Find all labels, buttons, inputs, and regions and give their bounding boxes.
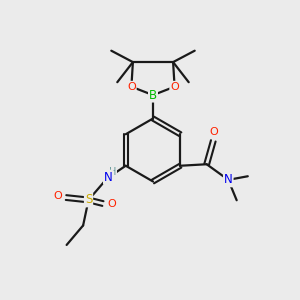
Text: B: B	[149, 88, 157, 102]
Text: O: O	[127, 82, 136, 92]
Text: N: N	[224, 173, 233, 186]
Text: S: S	[85, 194, 92, 206]
Text: O: O	[107, 199, 116, 208]
Text: H: H	[109, 167, 116, 177]
Text: O: O	[170, 82, 179, 92]
Text: O: O	[53, 191, 62, 201]
Text: N: N	[104, 171, 113, 184]
Text: O: O	[209, 128, 218, 137]
